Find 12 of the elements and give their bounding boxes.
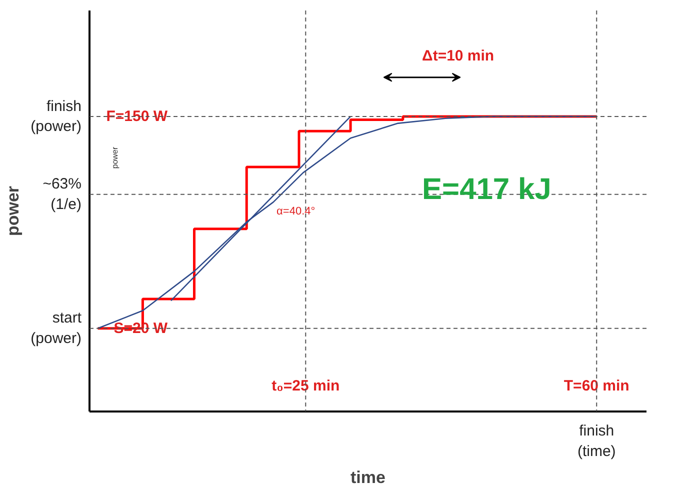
text: finish (power) (30, 98, 82, 136)
annotation: power (110, 146, 120, 169)
x-tick-label: t₀=25 min (272, 378, 340, 394)
text: start (power) (30, 310, 82, 348)
annotation: Δt=10 min (422, 47, 494, 64)
x-tick-label: T=60 min (564, 378, 630, 394)
annotation: α=40.4° (276, 206, 316, 218)
text: ~63% (1/e) (42, 176, 82, 214)
text: finish (time) (577, 422, 616, 460)
annotation: E=417 kJ (422, 173, 552, 206)
y-axis-title: power (4, 186, 23, 236)
x-axis-title: time (350, 468, 386, 487)
